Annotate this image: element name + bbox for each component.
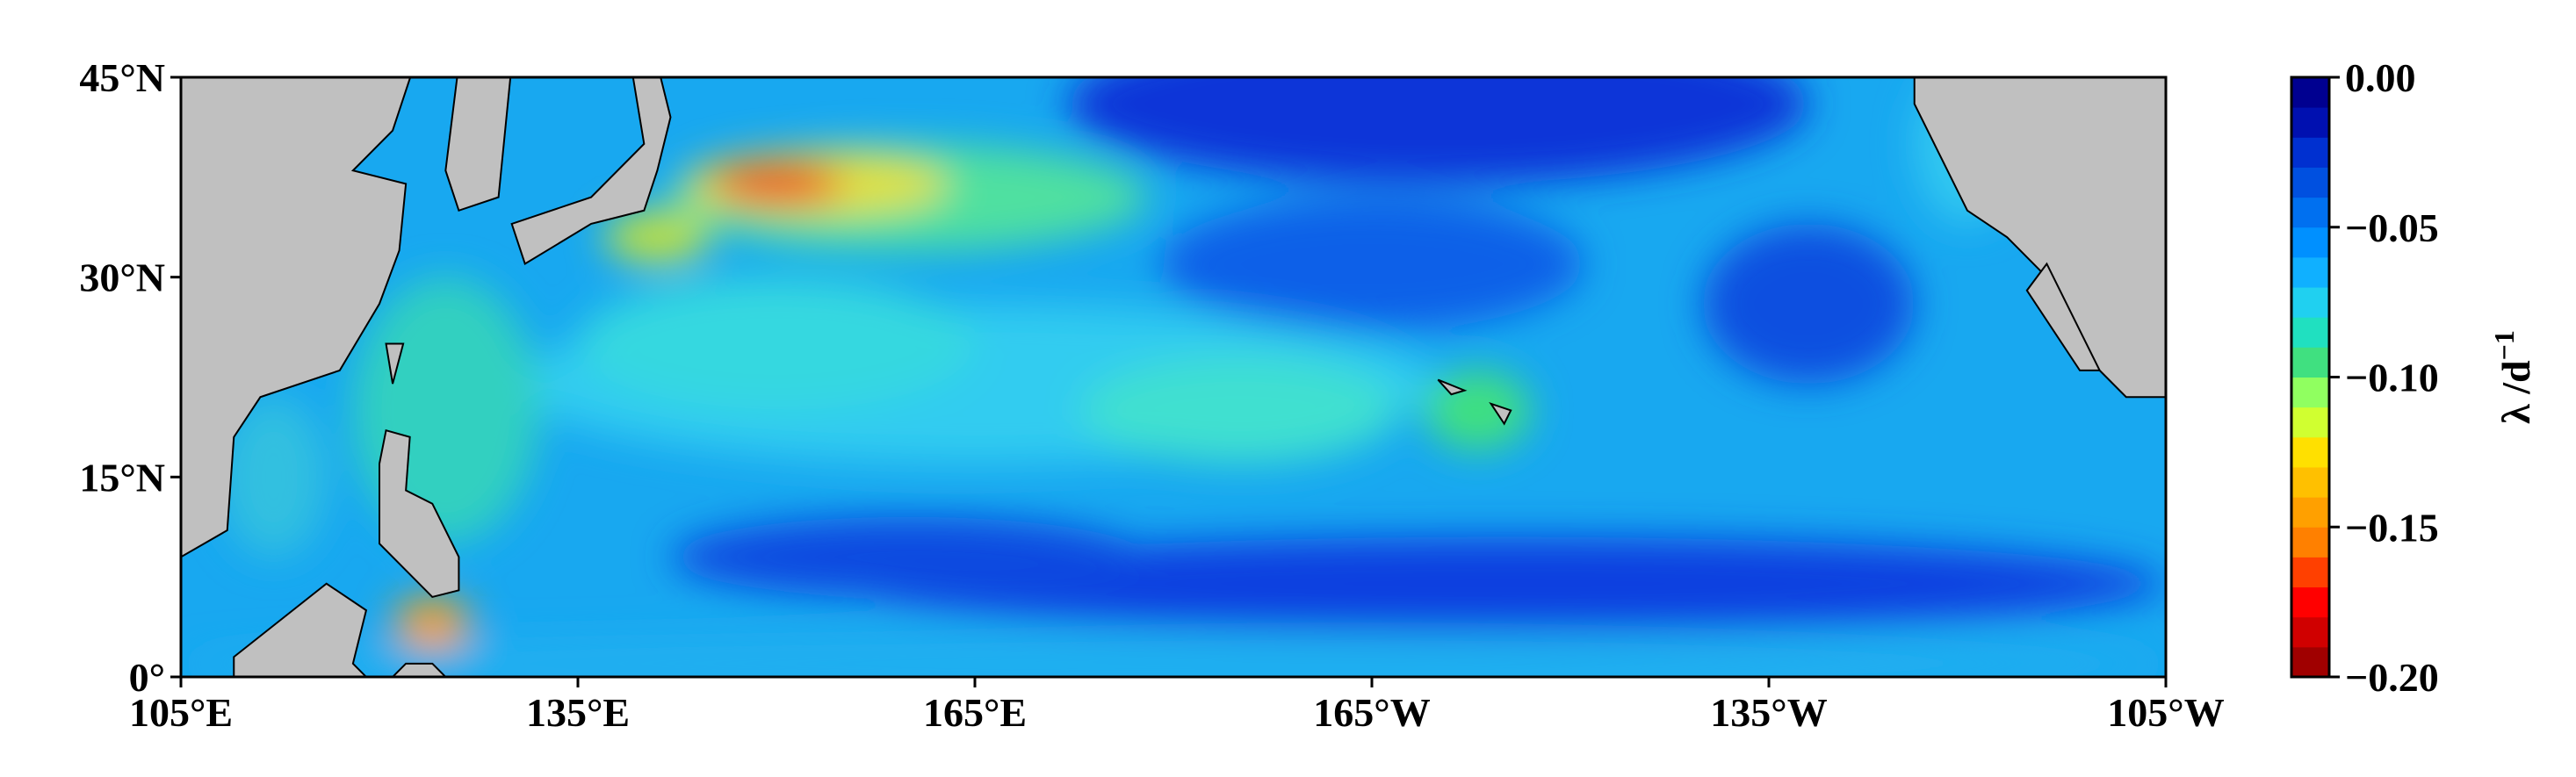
field-patch — [842, 536, 2166, 630]
x-tick-label: 135°W — [1710, 690, 1827, 735]
land — [385, 342, 405, 385]
y-tick-label: 0° — [129, 655, 165, 700]
land — [379, 428, 460, 599]
colorbar-swatch — [2291, 527, 2329, 558]
colorbar-swatch — [2291, 167, 2329, 198]
colorbar-tick-label: −0.10 — [2345, 356, 2439, 400]
colorbar-swatch — [2291, 466, 2329, 498]
field-patch — [220, 397, 327, 558]
colorbar-tick-label: −0.15 — [2345, 505, 2439, 550]
colorbar-swatch — [2291, 227, 2329, 258]
ocean-field — [181, 77, 2166, 677]
land — [391, 662, 447, 677]
colorbar-swatch — [2291, 347, 2329, 378]
field-patch — [578, 277, 975, 411]
x-tick-label: 105°E — [129, 690, 233, 735]
colorbar-swatch — [2291, 436, 2329, 468]
colorbar-tick-label: −0.20 — [2345, 655, 2439, 700]
field-patch — [1067, 77, 1809, 184]
y-tick-label: 45°N — [79, 55, 165, 100]
field-patch — [710, 163, 843, 205]
field-patch — [670, 516, 1147, 597]
colorbar-swatch — [2291, 317, 2329, 348]
land — [181, 77, 412, 558]
colorbar-label: λ /d−1 — [2488, 330, 2538, 424]
colorbar-tick-label: −0.05 — [2345, 205, 2439, 250]
x-tick-label: 165°E — [923, 690, 1027, 735]
colorbar-swatch — [2291, 137, 2329, 168]
colorbar-swatch — [2291, 497, 2329, 528]
colorbar-swatch — [2291, 616, 2329, 648]
x-tick-label: 165°W — [1313, 690, 1430, 735]
colorbar-swatch — [2291, 77, 2329, 108]
colorbar-swatch — [2291, 557, 2329, 588]
field-patch — [393, 596, 473, 651]
land — [233, 582, 368, 677]
colorbar-swatch — [2291, 406, 2329, 438]
y-tick-label: 15°N — [79, 455, 165, 500]
colorbar-swatch — [2291, 197, 2329, 228]
land — [444, 77, 512, 212]
land — [1437, 378, 1468, 396]
field-patch — [604, 210, 711, 264]
field-patch — [1702, 223, 1915, 385]
field-patch — [181, 637, 2166, 677]
x-tick-label: 105°W — [2107, 690, 2224, 735]
land — [2025, 262, 2102, 371]
colorbar-swatch — [2291, 256, 2329, 288]
colorbar-swatch — [2291, 107, 2329, 138]
field-patch — [1080, 356, 1399, 464]
colorbar-tick-label: 0.00 — [2345, 55, 2416, 100]
y-tick-label: 30°N — [79, 255, 165, 300]
colorbar-swatch — [2291, 586, 2329, 618]
colorbar-swatch — [2291, 287, 2329, 318]
colorbar-swatch — [2291, 377, 2329, 408]
map-frame — [179, 76, 2168, 679]
colorbar-label-exponent: −1 — [2488, 330, 2520, 360]
colorbar-label-text: λ /d — [2493, 360, 2538, 424]
colorbar-swatch — [2291, 646, 2329, 678]
x-tick-label: 135°E — [526, 690, 630, 735]
land — [1489, 401, 1512, 426]
land — [510, 77, 672, 265]
field-patch — [1159, 197, 1584, 331]
